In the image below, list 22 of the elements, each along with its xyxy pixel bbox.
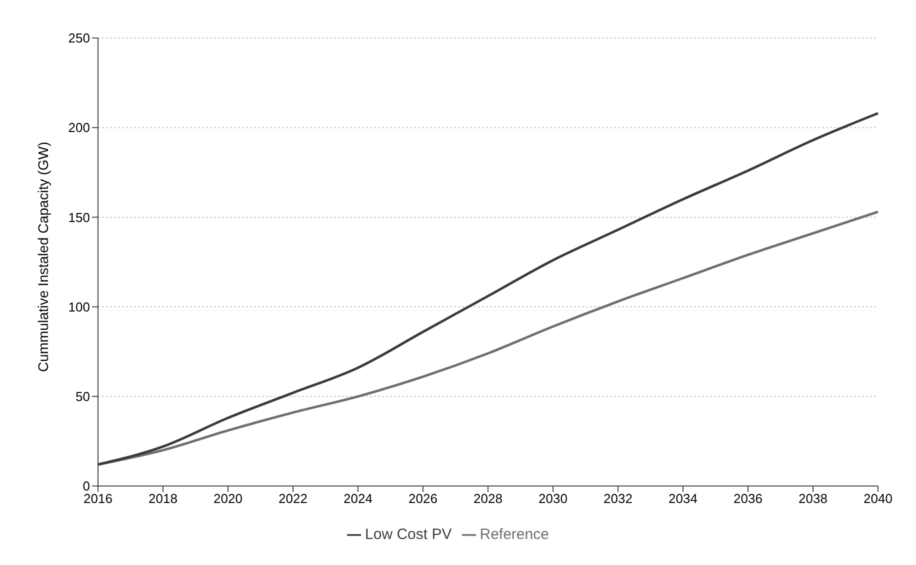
y-tick-label: 250 [68, 30, 90, 46]
y-tick-label: 50 [76, 389, 90, 404]
x-tick-label: 2016 [84, 491, 112, 506]
x-tick-label: 2030 [538, 491, 568, 506]
y-tick-label: 100 [68, 299, 90, 314]
x-tick-label: 2018 [148, 491, 178, 506]
legend-label: Low Cost PV [365, 526, 452, 543]
y-axis-title: Cummulative Instaled Capacity (GW) [34, 142, 51, 372]
x-tick-label: 2032 [604, 491, 632, 506]
y-tick-label: 150 [68, 210, 90, 225]
legend-label: Reference [480, 526, 549, 543]
x-tick-label: 2020 [214, 491, 242, 506]
y-tick-label: 200 [68, 120, 90, 136]
x-tick-label: 2034 [668, 491, 698, 506]
x-tick-label: 2036 [734, 491, 762, 506]
x-tick-label: 2026 [408, 491, 438, 506]
x-tick-label: 2022 [278, 491, 308, 506]
x-tick-label: 2038 [798, 491, 828, 506]
x-tick-label: 2040 [864, 491, 892, 506]
x-tick-label: 2028 [474, 491, 502, 506]
y-tick-label: 0 [82, 478, 90, 494]
x-tick-label: 2024 [344, 491, 372, 506]
